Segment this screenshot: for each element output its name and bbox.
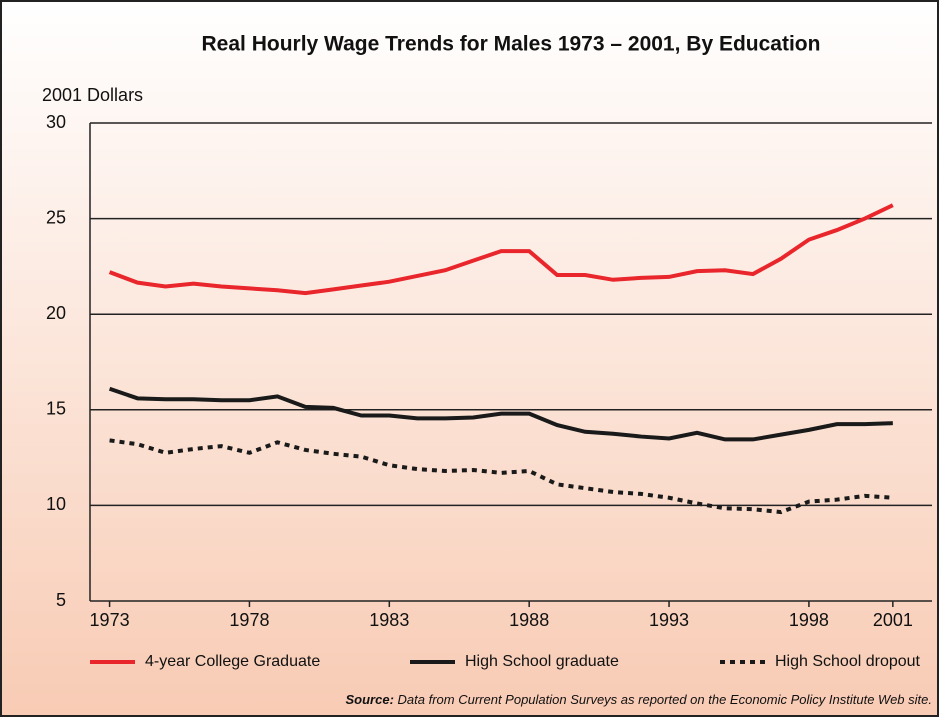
series-line (109, 438, 893, 515)
series-line (108, 386, 893, 442)
y-tick-label: 30 (46, 112, 66, 132)
legend-label: High School graduate (465, 653, 619, 670)
x-tick-label: 1993 (649, 610, 689, 630)
x-tick-label: 1973 (90, 610, 130, 630)
y-tick-label: 15 (46, 399, 66, 419)
chart-title: Real Hourly Wage Trends for Males 1973 –… (202, 33, 821, 56)
series-line (108, 203, 894, 296)
y-tick-label: 5 (56, 590, 66, 610)
source-text: Data from Current Population Surveys as … (398, 692, 932, 707)
x-tick-label: 1988 (509, 610, 549, 630)
x-tick-label: 1998 (789, 610, 829, 630)
x-tick-label: 1978 (229, 610, 269, 630)
legend-label: 4-year College Graduate (145, 653, 320, 670)
x-tick-label: 1983 (369, 610, 409, 630)
legend-label: High School dropout (775, 653, 921, 670)
y-tick-label: 20 (46, 303, 66, 323)
y-tick-label: 10 (46, 494, 66, 514)
source-label: Source: (346, 692, 394, 707)
y-axis-label: 2001 Dollars (42, 85, 143, 105)
source: Source: Data from Current Population Sur… (346, 692, 933, 707)
x-tick-label: 2001 (873, 610, 913, 630)
y-tick-label: 25 (46, 207, 66, 227)
